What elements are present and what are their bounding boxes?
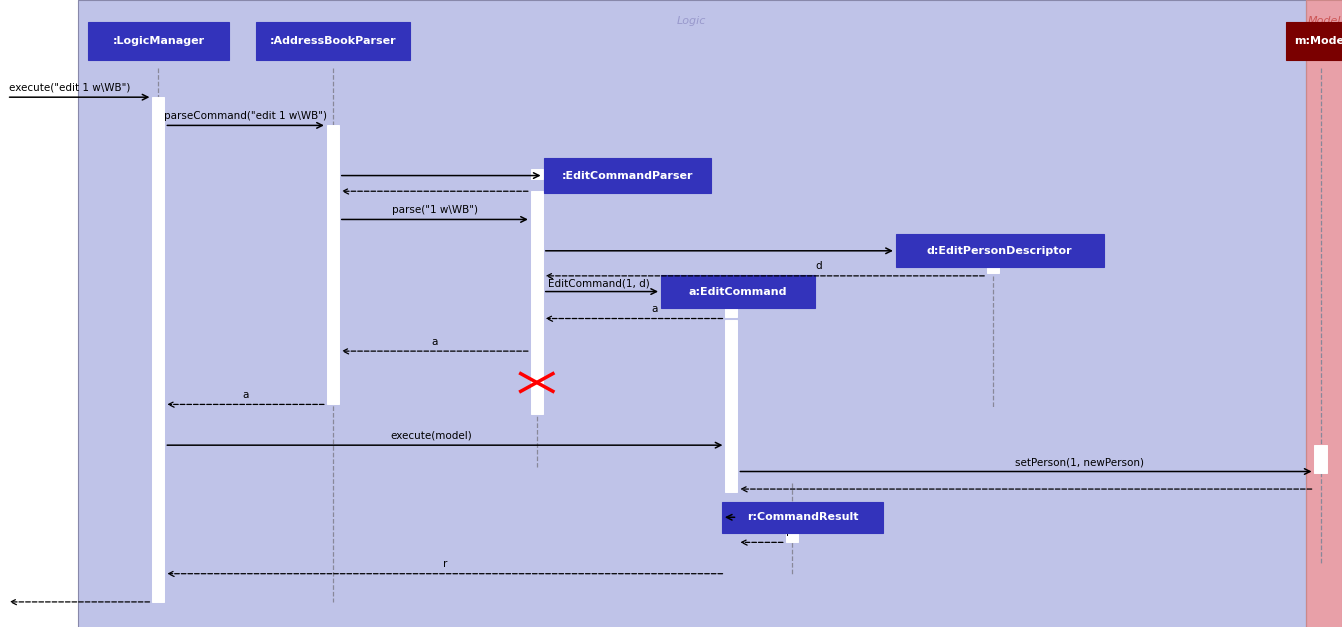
Bar — [531, 191, 542, 414]
Text: :LogicManager: :LogicManager — [113, 36, 204, 46]
Bar — [1315, 445, 1326, 473]
Text: EditCommand(1, d): EditCommand(1, d) — [548, 278, 650, 288]
Bar — [1306, 0, 1342, 627]
Text: a: a — [432, 337, 437, 347]
Text: r: r — [443, 559, 447, 569]
Text: :AddressBookParser: :AddressBookParser — [270, 36, 396, 46]
Text: parse("1 w\WB"): parse("1 w\WB") — [392, 205, 478, 215]
Bar — [722, 502, 883, 533]
Bar — [152, 97, 164, 602]
Text: Model: Model — [1308, 16, 1341, 26]
Text: execute(model): execute(model) — [391, 431, 472, 441]
Bar — [726, 292, 738, 317]
Text: d: d — [816, 261, 821, 271]
Text: d:EditPersonDescriptor: d:EditPersonDescriptor — [927, 246, 1072, 256]
Bar — [988, 251, 998, 273]
Bar — [726, 320, 738, 492]
Bar — [1286, 22, 1342, 60]
Text: setPerson(1, newPerson): setPerson(1, newPerson) — [1015, 457, 1145, 467]
Bar — [89, 22, 228, 60]
Bar — [327, 125, 338, 404]
Text: a:EditCommand: a:EditCommand — [688, 287, 788, 297]
Text: Logic: Logic — [676, 16, 706, 26]
Bar — [531, 169, 542, 179]
Bar — [255, 22, 411, 60]
Text: :EditCommandParser: :EditCommandParser — [562, 171, 692, 181]
Text: a: a — [651, 304, 658, 314]
Text: r: r — [786, 528, 790, 538]
Bar — [786, 517, 797, 542]
Bar — [544, 159, 711, 193]
Bar — [662, 275, 816, 308]
Bar — [896, 234, 1103, 267]
Text: execute("edit 1 w\WB"): execute("edit 1 w\WB") — [9, 83, 130, 93]
Text: r:CommandResult: r:CommandResult — [746, 512, 859, 522]
Text: m:Model: m:Model — [1294, 36, 1342, 46]
Text: a: a — [243, 390, 248, 400]
Text: parseCommand("edit 1 w\WB"): parseCommand("edit 1 w\WB") — [164, 111, 327, 121]
